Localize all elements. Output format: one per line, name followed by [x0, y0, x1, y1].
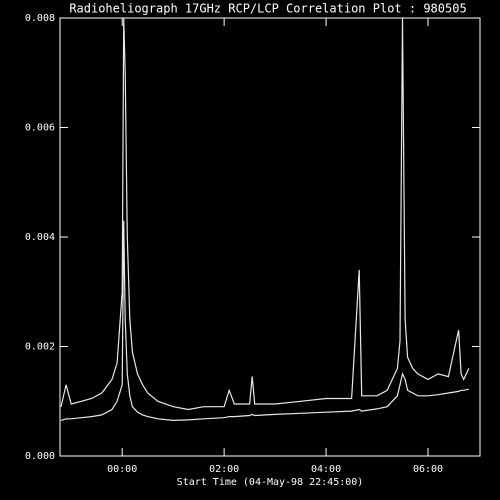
- y-tick-label: 0.000: [25, 451, 55, 462]
- x-tick-label: 00:00: [107, 464, 137, 475]
- y-tick-label: 0.004: [25, 232, 55, 243]
- data-line: [60, 17, 470, 411]
- x-tick-label: 04:00: [311, 464, 341, 475]
- y-tick-label: 0.006: [25, 123, 55, 134]
- x-tick-label: 02:00: [209, 464, 239, 475]
- x-tick-label: 06:00: [413, 464, 443, 475]
- y-tick-label: 0.002: [25, 342, 55, 353]
- chart-title: Radioheliograph 17GHz RCP/LCP Correlatio…: [69, 2, 466, 16]
- data-line: [60, 220, 469, 422]
- y-tick-label: 0.008: [25, 13, 55, 24]
- x-axis-label: Start Time (04-May-98 22:45:00): [177, 477, 364, 488]
